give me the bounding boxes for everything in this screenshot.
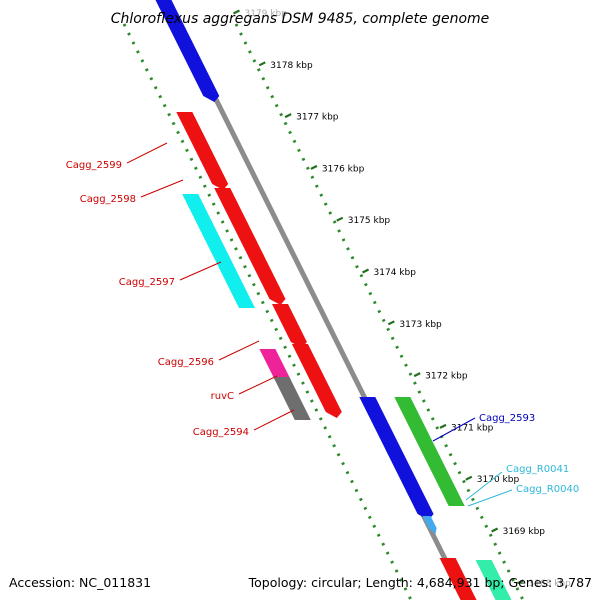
gene-label-cagg-2596: Cagg_2596: [158, 357, 214, 368]
gene-blue-top: [155, 0, 220, 102]
leader-line: [218, 340, 260, 361]
leader-line: [253, 409, 295, 431]
gene-cagg-2598: [193, 146, 229, 190]
tick-label: 3174 kbp: [374, 268, 417, 278]
tick-label: 3178 kbp: [270, 61, 313, 71]
tick-mark: [516, 579, 524, 585]
map-title: Chloroflexus aggregans DSM 9485, complet…: [111, 11, 490, 27]
gene-cagg-2594: [273, 377, 311, 420]
tick-label: 3171 kbp: [451, 423, 494, 433]
gene-label-cagg-2598: Cagg_2598: [80, 194, 136, 205]
outer-dotted-line: [122, 23, 413, 600]
tick-mark: [387, 320, 395, 326]
tick-mark: [413, 372, 421, 378]
gene-cagg-r0041: [422, 516, 437, 534]
leader-line: [467, 489, 513, 507]
tick-mark: [439, 423, 447, 429]
tick-mark: [362, 268, 370, 274]
leader-line: [465, 471, 503, 501]
tick-label: 3175 kbp: [348, 216, 391, 226]
tick-label: 3170 kbp: [477, 475, 520, 485]
gene-mint-bottom: [475, 560, 512, 600]
leader-line: [179, 261, 222, 281]
gene-cagg-2593: [359, 397, 434, 520]
topology-text: Topology: circular; Length: 4,684,931 bp…: [248, 575, 592, 590]
gene-red-long: [214, 188, 286, 305]
tick-label: 3168 kbp: [528, 579, 571, 589]
gene-ruvc: [259, 349, 291, 380]
leader-line: [140, 179, 184, 198]
tick-mark: [310, 164, 318, 170]
dotted-ruler-lines: [122, 23, 525, 600]
tick-label: 3177 kbp: [296, 113, 339, 123]
gene-label-cagg-2594: Cagg_2594: [193, 427, 249, 438]
gene-labels: Cagg_2599 Cagg_2598 Cagg_2597 Cagg_2596 ruvC…: [66, 142, 579, 507]
gene-green: [394, 397, 465, 506]
gene-red-bottom: [439, 558, 477, 600]
gene-label-cagg-r0041: Cagg_R0041: [506, 464, 569, 475]
leader-line: [238, 375, 278, 395]
tick-label: 3169 kbp: [503, 527, 546, 537]
gene-label-cagg-2599: Cagg_2599: [66, 160, 122, 171]
tick-mark: [336, 216, 344, 222]
gene-red-lower: [305, 372, 342, 418]
gene-label-ruvc: ruvC: [211, 391, 234, 402]
tick-label: 3173 kbp: [399, 320, 442, 330]
gene-features: [155, 0, 512, 600]
tick-mark: [258, 61, 266, 67]
leader-line: [126, 142, 168, 164]
tick-label: 3179 kbp: [244, 9, 287, 19]
tick-label: 3176 kbp: [322, 164, 365, 174]
tick-mark: [284, 113, 292, 119]
gene-label-cagg-2597: Cagg_2597: [119, 277, 175, 288]
gene-cagg-2599: [176, 112, 210, 152]
tick-mark: [491, 527, 499, 533]
tick-mark: [465, 475, 473, 481]
gene-label-cagg-r0040: Cagg_R0040: [516, 484, 579, 495]
leader-line: [432, 417, 476, 442]
gene-red-short: [291, 344, 322, 378]
accession-text: Accession: NC_011831: [9, 575, 151, 590]
inner-dotted-line: [234, 23, 525, 600]
gene-cagg-2596: [272, 304, 307, 348]
tick-label: 3172 kbp: [425, 372, 468, 382]
tick-mark: [232, 9, 240, 15]
position-ticks: 3179 kbp 3178 kbp 3177 kbp 3176 kbp 3175 kbp…: [232, 9, 571, 589]
gene-label-cagg-2593: Cagg_2593: [479, 413, 535, 424]
gene-cagg-2597: [182, 194, 255, 308]
